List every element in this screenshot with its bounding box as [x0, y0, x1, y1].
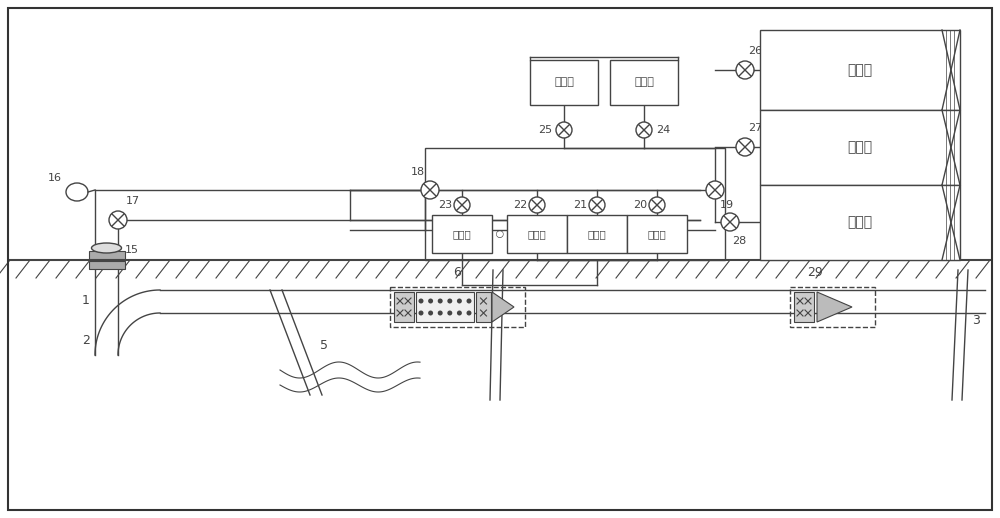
Text: 5: 5 [320, 338, 328, 352]
Text: 28: 28 [732, 236, 746, 246]
Text: 砂液池: 砂液池 [847, 140, 873, 154]
Bar [432, 215, 492, 253]
Circle shape [457, 310, 462, 315]
Bar [476, 292, 491, 322]
Text: 26: 26 [748, 46, 762, 56]
Circle shape [447, 310, 452, 315]
Circle shape [466, 298, 472, 304]
Bar [416, 292, 474, 322]
Text: 22: 22 [513, 200, 527, 210]
Polygon shape [492, 292, 514, 322]
Bar [760, 185, 960, 260]
Text: 射孔泵: 射孔泵 [554, 78, 574, 88]
Bar [610, 60, 678, 105]
Text: 注浆泵: 注浆泵 [528, 229, 546, 239]
Circle shape [736, 138, 754, 156]
Text: 注浆泵: 注浆泵 [588, 229, 606, 239]
Text: 3: 3 [972, 313, 980, 326]
Text: 4: 4 [477, 304, 485, 316]
Text: 注浆泵: 注浆泵 [453, 229, 471, 239]
Text: 24: 24 [656, 125, 670, 135]
Text: 21: 21 [573, 200, 587, 210]
Bar [627, 215, 687, 253]
Circle shape [109, 211, 127, 229]
Circle shape [438, 310, 443, 315]
Text: 清水池: 清水池 [847, 63, 873, 77]
Bar [507, 215, 567, 253]
Text: 射孔泵: 射孔泵 [634, 78, 654, 88]
Circle shape [466, 310, 472, 315]
Text: 注浆泵: 注浆泵 [648, 229, 666, 239]
Text: 29: 29 [808, 266, 823, 279]
Text: ○ ○ ○: ○ ○ ○ [484, 229, 515, 239]
Bar [394, 292, 414, 322]
Bar [88, 251, 124, 259]
Circle shape [706, 181, 724, 199]
Text: 25: 25 [538, 125, 552, 135]
Bar [390, 287, 525, 327]
Circle shape [556, 122, 572, 138]
Bar [88, 261, 124, 269]
Circle shape [418, 298, 424, 304]
Text: 17: 17 [126, 196, 140, 206]
Text: 27: 27 [748, 123, 762, 133]
Circle shape [428, 310, 433, 315]
Bar [760, 30, 960, 110]
Bar [760, 110, 960, 185]
Text: 15: 15 [124, 245, 138, 255]
Circle shape [438, 298, 443, 304]
Circle shape [447, 298, 452, 304]
Circle shape [636, 122, 652, 138]
Text: 1: 1 [82, 294, 90, 307]
Text: 2: 2 [82, 334, 90, 347]
Circle shape [736, 61, 754, 79]
Circle shape [721, 213, 739, 231]
Text: 16: 16 [48, 173, 62, 183]
Circle shape [418, 310, 424, 315]
Text: 浆液池: 浆液池 [847, 215, 873, 229]
Bar [530, 60, 598, 105]
Circle shape [529, 197, 545, 213]
Circle shape [428, 298, 433, 304]
Circle shape [589, 197, 605, 213]
Circle shape [649, 197, 665, 213]
Bar [794, 292, 814, 322]
Polygon shape [817, 292, 852, 322]
Text: 20: 20 [633, 200, 647, 210]
Bar [567, 215, 627, 253]
Circle shape [457, 298, 462, 304]
Text: 18: 18 [411, 167, 425, 177]
Circle shape [421, 181, 439, 199]
Text: 19: 19 [720, 200, 734, 210]
Circle shape [454, 197, 470, 213]
Bar [790, 287, 875, 327]
Bar [425, 148, 725, 260]
Text: 23: 23 [438, 200, 452, 210]
Text: 6: 6 [454, 266, 461, 279]
Ellipse shape [92, 243, 122, 253]
